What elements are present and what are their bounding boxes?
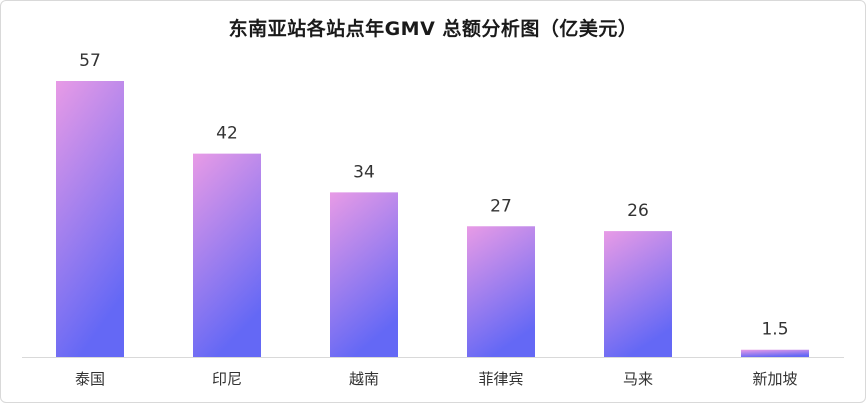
bar-value-label: 1.5 bbox=[761, 320, 788, 340]
bar-5 bbox=[604, 231, 672, 357]
bar-value-label: 34 bbox=[353, 162, 375, 182]
bar-4 bbox=[467, 226, 535, 357]
x-tick-label: 菲律宾 bbox=[478, 370, 523, 388]
x-tick-label: 泰国 bbox=[75, 370, 105, 388]
bar-2 bbox=[193, 153, 261, 357]
bar-value-label: 27 bbox=[490, 196, 512, 216]
bar-6 bbox=[741, 349, 809, 357]
bar-3 bbox=[330, 192, 398, 357]
bar-value-label: 42 bbox=[216, 124, 238, 144]
x-tick-label: 印尼 bbox=[212, 370, 242, 388]
bar-value-label: 57 bbox=[79, 51, 101, 71]
x-tick-label: 新加坡 bbox=[752, 370, 797, 388]
chart-title: 东南亚站各站点年GMV 总额分析图（亿美元） bbox=[228, 18, 638, 40]
bar-1 bbox=[56, 81, 124, 357]
x-tick-label: 马来 bbox=[623, 370, 653, 388]
x-tick-label: 越南 bbox=[349, 370, 379, 388]
bar-value-label: 26 bbox=[627, 201, 649, 221]
